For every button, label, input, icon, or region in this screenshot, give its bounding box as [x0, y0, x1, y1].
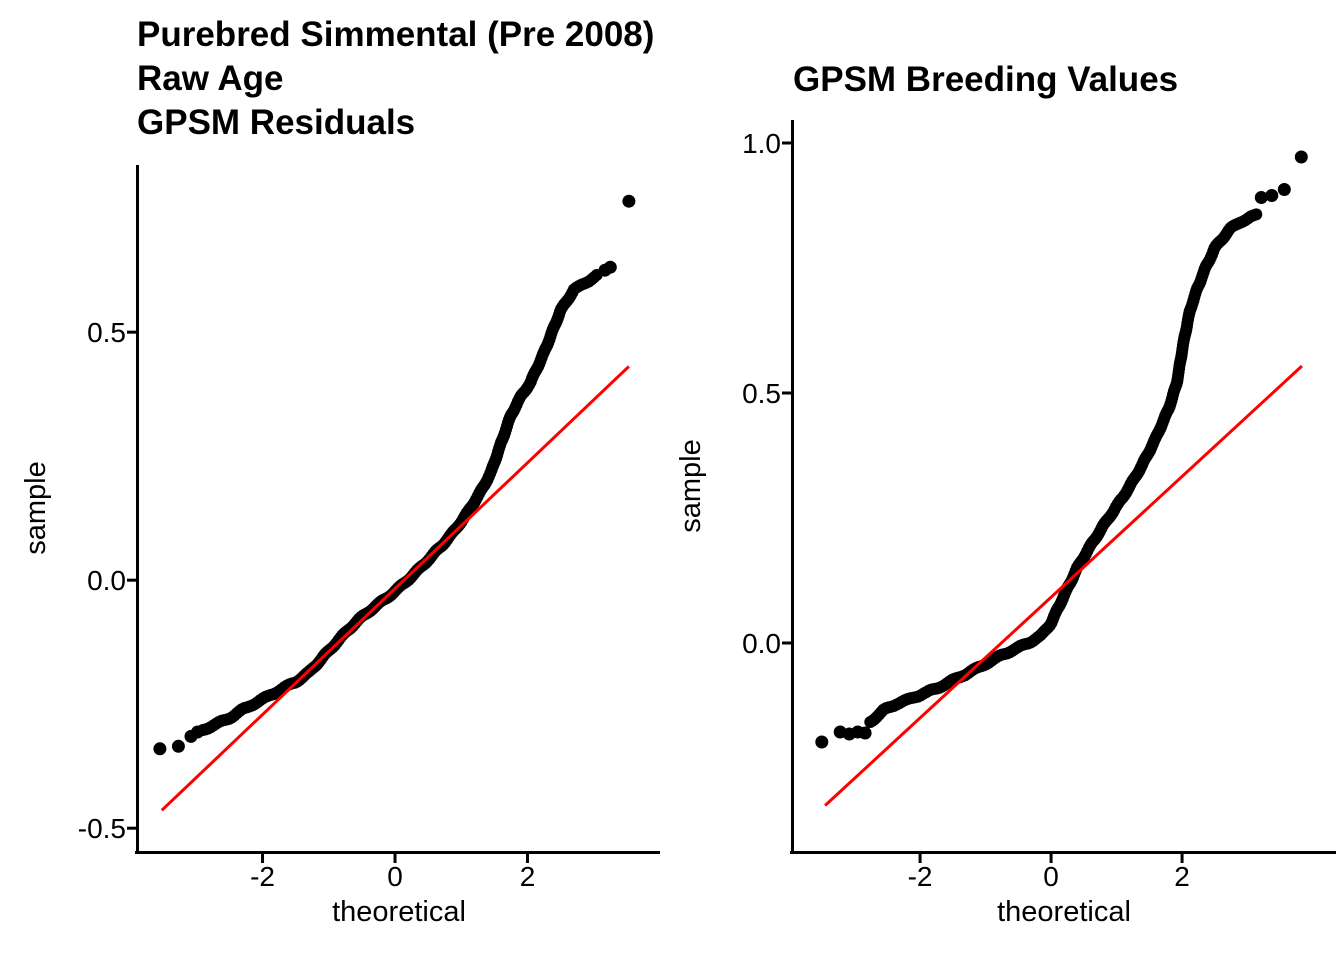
plot-title-line: Purebred Simmental (Pre 2008): [137, 15, 654, 54]
x-tick-label: 0: [387, 861, 403, 892]
plot-title-line: GPSM Breeding Values: [793, 60, 1178, 99]
qq-points-dense: [864, 208, 1263, 728]
plot-title-line: GPSM Residuals: [137, 103, 415, 142]
y-axis-label: sample: [675, 439, 707, 533]
x-tick-label: 2: [1174, 861, 1190, 892]
plot-title-line: Raw Age: [137, 59, 284, 98]
qq-points-tail: [153, 194, 636, 756]
y-tick-label: 1.0: [742, 128, 781, 159]
reference-line: [160, 365, 630, 812]
x-tick-label: 2: [520, 861, 536, 892]
qq-points-tail: [815, 150, 1308, 749]
reference-line: [824, 364, 1303, 807]
x-axis-label: theoretical: [997, 896, 1131, 928]
y-tick-label: -0.5: [78, 813, 126, 844]
plot-title: Purebred Simmental (Pre 2008) Raw Age GPSM…: [137, 15, 654, 142]
x-tick-label: -2: [250, 861, 275, 892]
y-tick-label: 0.5: [742, 378, 781, 409]
y-tick-label: 0.0: [87, 565, 126, 596]
x-tick-label: -2: [908, 861, 933, 892]
qq-points-dense: [196, 269, 603, 736]
y-tick-label: 0.5: [87, 317, 126, 348]
plot-title: GPSM Breeding Values: [793, 60, 1178, 99]
panel-right: GPSM Breeding Values -2 0 2 0.0 0.5 1.0 theoret…: [675, 60, 1336, 928]
y-tick-label: 0.0: [742, 628, 781, 659]
y-axis-label: sample: [20, 461, 52, 555]
x-tick-label: 0: [1043, 861, 1059, 892]
x-axis-label: theoretical: [332, 896, 466, 928]
panel-left: Purebred Simmental (Pre 2008) Raw Age GPSM…: [20, 15, 660, 928]
